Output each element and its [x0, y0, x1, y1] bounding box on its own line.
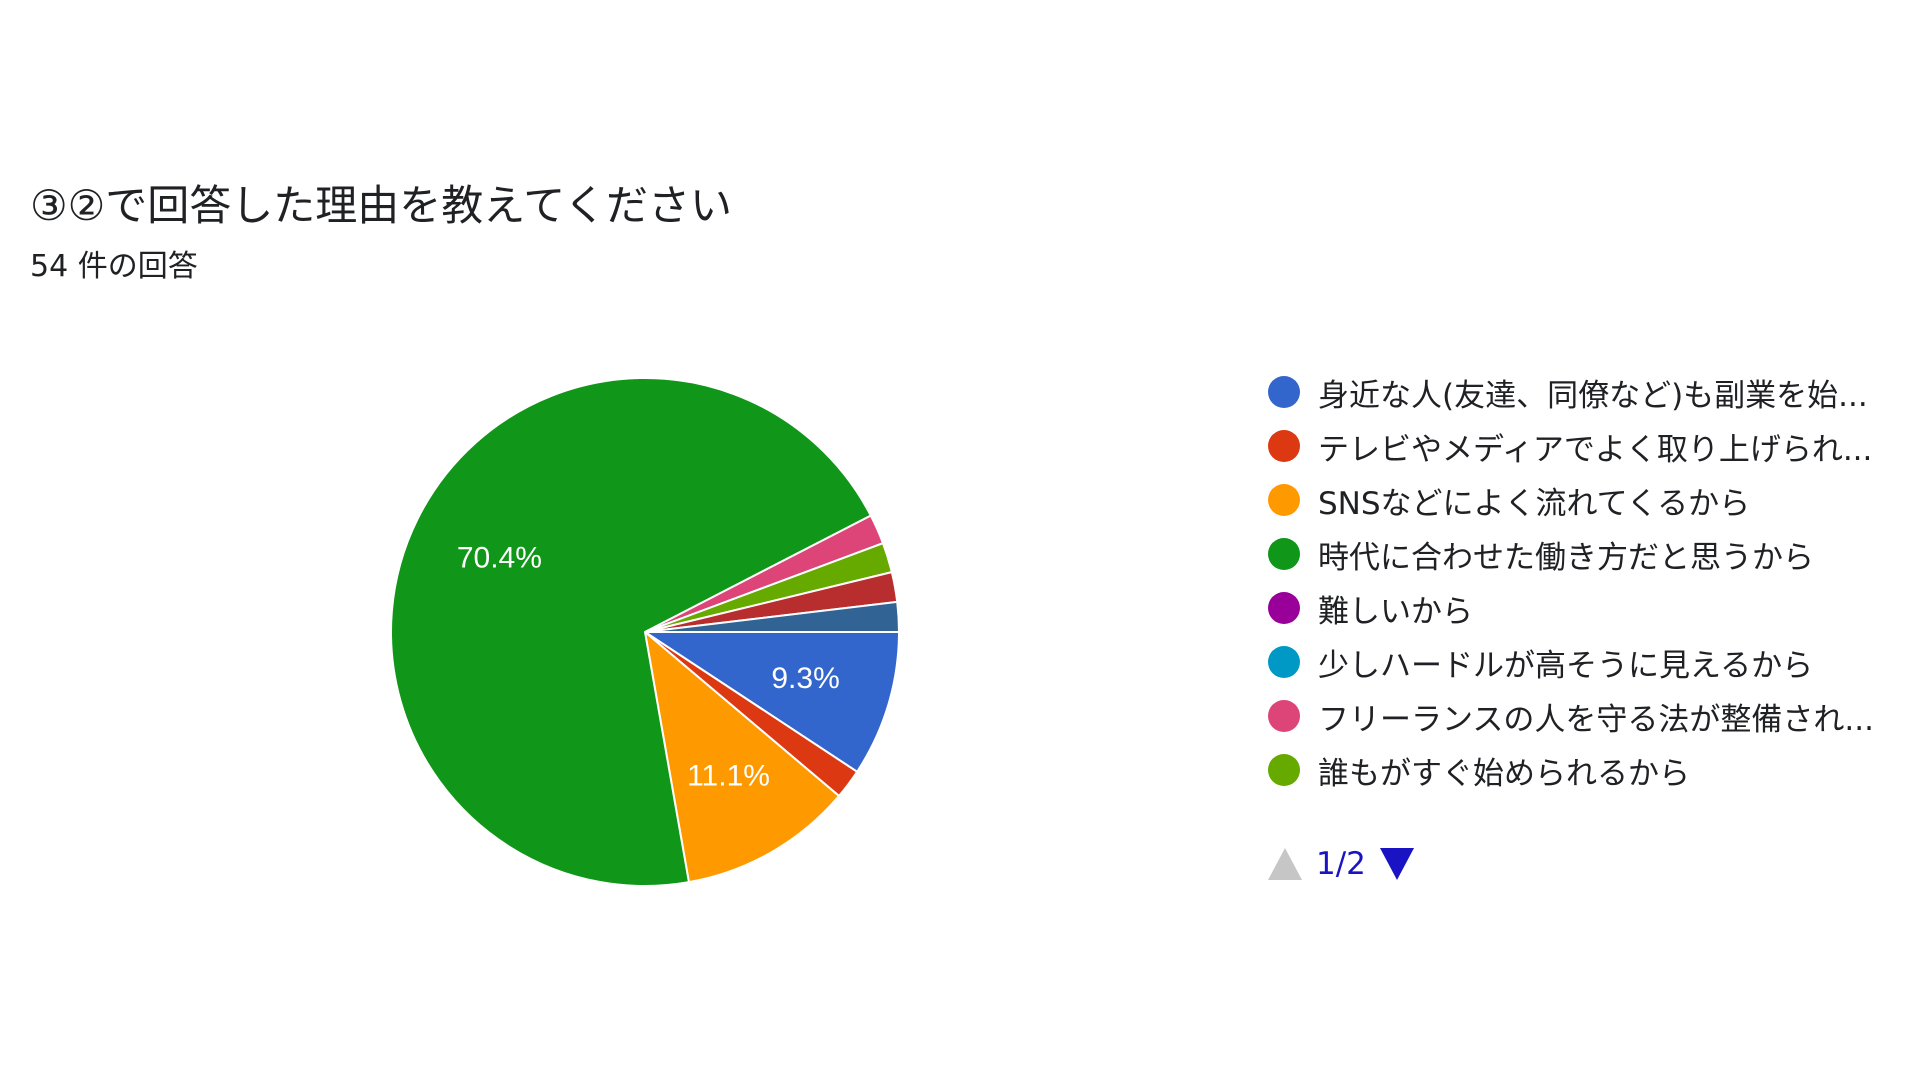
legend-item[interactable]: フリーランスの人を守る法が整備され...	[1268, 689, 1920, 743]
triangle-up-icon[interactable]	[1268, 848, 1302, 880]
legend-label: 身近な人(友達、同僚など)も副業を始...	[1318, 377, 1868, 414]
page-indicator: 1/2	[1316, 846, 1366, 882]
legend-label: 誰もがすぐ始められるから	[1318, 755, 1690, 792]
legend-pager: 1/2	[1268, 846, 1414, 882]
legend-color-dot-icon	[1268, 646, 1300, 678]
slice-label-0: 9.3%	[771, 662, 839, 695]
legend-label: 少しハードルが高そうに見えるから	[1318, 647, 1814, 684]
legend-color-dot-icon	[1268, 700, 1300, 732]
response-count: 54 件の回答	[30, 249, 198, 284]
legend-color-dot-icon	[1268, 430, 1300, 462]
legend-item[interactable]: 誰もがすぐ始められるから	[1268, 743, 1920, 797]
triangle-down-icon[interactable]	[1379, 848, 1414, 880]
slice-label-2: 11.1%	[687, 759, 770, 792]
legend-color-dot-icon	[1268, 484, 1300, 516]
legend-label: フリーランスの人を守る法が整備され...	[1318, 701, 1874, 738]
legend-item[interactable]: 身近な人(友達、同僚など)も副業を始...	[1268, 365, 1920, 419]
legend-item[interactable]: 難しいから	[1268, 581, 1920, 635]
pie-slice-3[interactable]	[390, 377, 873, 887]
legend-color-dot-icon	[1268, 376, 1300, 408]
pie-slice-7[interactable]	[644, 600, 901, 633]
slice-label-3: 70.4%	[457, 542, 542, 575]
pie-slice-0[interactable]	[641, 631, 901, 774]
legend-label: SNSなどによく流れてくるから	[1318, 485, 1751, 522]
legend-item[interactable]: 少しハードルが高そうに見えるから	[1268, 635, 1920, 689]
legend-label: 難しいから	[1318, 593, 1473, 630]
legend-item[interactable]: SNSなどによく流れてくるから	[1268, 473, 1920, 527]
legend-label: 時代に合わせた働き方だと思うから	[1318, 539, 1814, 576]
chart-title: ③②で回答した理由を教えてください	[30, 181, 732, 230]
legend-color-dot-icon	[1268, 754, 1300, 786]
legend-item[interactable]: 時代に合わせた働き方だと思うから	[1268, 527, 1920, 581]
pie-slice-2[interactable]	[643, 629, 841, 884]
legend-item[interactable]: テレビやメディアでよく取り上げられ...	[1268, 419, 1920, 473]
chart-legend: 身近な人(友達、同僚など)も副業を始... テレビやメディアでよく取り上げられ..…	[1268, 365, 1920, 797]
legend-label: テレビやメディアでよく取り上げられ...	[1318, 431, 1873, 468]
legend-color-dot-icon	[1268, 592, 1300, 624]
legend-color-dot-icon	[1268, 538, 1300, 570]
